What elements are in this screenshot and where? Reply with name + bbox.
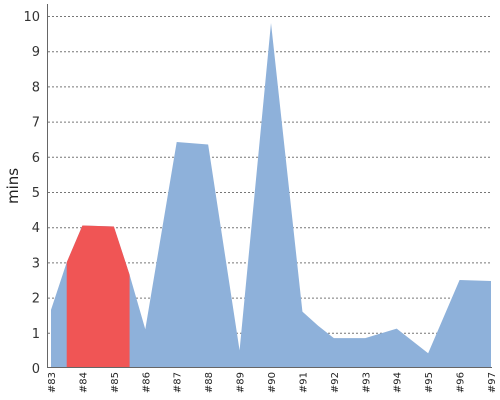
- x-tick-labels: #83 #84 #85 #86 #87 #88 #89 #90 #91 #92 #93 #94 #95 #…: [47, 372, 498, 393]
- y-tick-label: 1: [32, 327, 40, 342]
- y-tick-label: 9: [32, 45, 40, 60]
- x-tick-label: #88: [204, 372, 215, 393]
- series-area-1: [51, 23, 491, 368]
- y-tick-label: 0: [32, 362, 40, 377]
- x-tick-label: #86: [141, 372, 152, 393]
- series-areas: [51, 23, 491, 368]
- y-tick-label: 5: [32, 186, 40, 201]
- x-tick-label: #90: [267, 372, 278, 393]
- x-tick-label: #96: [456, 372, 467, 393]
- x-tick-label: #84: [78, 372, 89, 393]
- y-tick-label: 6: [32, 151, 40, 166]
- x-tick-label: #94: [393, 372, 404, 393]
- y-tick-label: 2: [32, 292, 40, 307]
- x-tick-label: #83: [47, 372, 58, 393]
- y-tick-label: 7: [32, 116, 40, 131]
- y-tick-labels: 0 1 2 3 4 5 6 7 8 9 10: [23, 10, 40, 377]
- series-area-2: [66, 225, 130, 368]
- x-tick-label: #87: [173, 372, 184, 393]
- x-tick-label: #92: [330, 372, 341, 393]
- x-tick-label: #91: [298, 372, 309, 393]
- y-tick-label: 3: [32, 256, 40, 271]
- y-axis-label: mins: [4, 168, 22, 204]
- y-tick-label: 10: [23, 10, 40, 25]
- x-tick-label: #97: [487, 372, 498, 393]
- x-tick-label: #93: [361, 372, 372, 393]
- x-tick-label: #89: [236, 372, 247, 393]
- axes: [47, 4, 492, 368]
- y-tick-label: 4: [32, 221, 40, 236]
- x-tick-label: #95: [424, 372, 435, 393]
- x-tick-label: #85: [110, 372, 121, 393]
- y-tick-label: 8: [32, 80, 40, 95]
